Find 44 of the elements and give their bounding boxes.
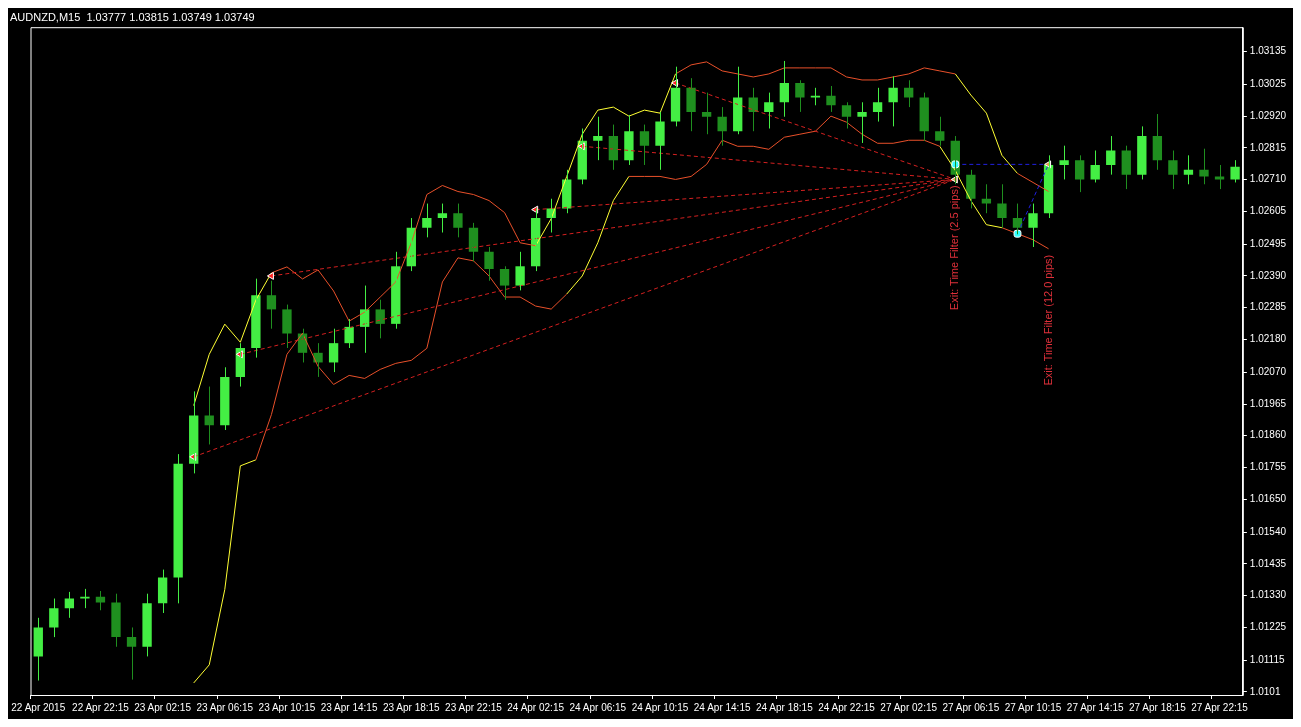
y-tick-label: 1.03025: [1249, 78, 1287, 90]
y-tick-label: 1.01115: [1249, 654, 1285, 666]
y-tick-label: 1.01435: [1249, 557, 1287, 569]
y-tick-label: 1.03135: [1249, 45, 1287, 57]
y-tick-label: 1.0101: [1249, 685, 1281, 697]
x-tick-label: 23 Apr 10:15: [258, 701, 316, 713]
x-tick-label: 24 Apr 02:15: [507, 701, 565, 713]
y-tick-label: 1.01650: [1249, 492, 1287, 504]
x-tick-label: 23 Apr 22:15: [445, 701, 503, 713]
x-tick-label: 23 Apr 02:15: [134, 701, 192, 713]
x-tick-label: 24 Apr 22:15: [818, 701, 876, 713]
y-tick-label: 1.01755: [1249, 461, 1287, 473]
y-tick-label: 1.01860: [1249, 429, 1287, 441]
x-tick-label: 24 Apr 10:15: [631, 701, 689, 713]
x-tick-label: 27 Apr 02:15: [880, 701, 938, 713]
x-tick-label: 27 Apr 10:15: [1004, 701, 1062, 713]
y-tick-label: 1.02070: [1249, 366, 1287, 378]
x-tick-label: 23 Apr 14:15: [320, 701, 378, 713]
x-tick-label: 27 Apr 22:15: [1191, 701, 1249, 713]
x-tick-label: 24 Apr 18:15: [755, 701, 814, 713]
x-tick-label: 27 Apr 18:15: [1129, 701, 1187, 713]
y-tick-label: 1.01225: [1249, 620, 1287, 632]
x-tick-label: 22 Apr 2015: [11, 701, 66, 713]
y-tick-label: 1.01965: [1249, 397, 1287, 409]
y-tick-label: 1.01330: [1249, 589, 1287, 601]
annotation: Exit: Time Filter (2.5 pips): [948, 185, 961, 311]
y-tick-label: 1.02180: [1249, 332, 1287, 344]
x-tick-label: 27 Apr 14:15: [1066, 701, 1124, 713]
x-tick-label: 23 Apr 06:15: [196, 701, 254, 713]
annotation: Exit: Time Filter (12.0 pips): [1041, 254, 1054, 386]
x-tick-label: 23 Apr 18:15: [382, 701, 441, 713]
x-tick-label: 24 Apr 14:15: [693, 701, 751, 713]
x-tick-label: 27 Apr 06:15: [942, 701, 1000, 713]
y-tick-label: 1.02710: [1249, 173, 1287, 185]
y-tick-label: 1.02390: [1249, 269, 1287, 281]
y-tick-label: 1.02285: [1249, 301, 1287, 313]
y-tick-label: 1.01540: [1249, 525, 1287, 537]
x-tick-label: 24 Apr 06:15: [569, 701, 627, 713]
y-tick-label: 1.02495: [1249, 238, 1287, 250]
chart-title: AUDNZD,M15 1.03777 1.03815 1.03749 1.03749: [10, 10, 255, 23]
y-tick-label: 1.02920: [1249, 109, 1287, 121]
y-tick-label: 1.02815: [1249, 141, 1287, 153]
x-tick-label: 22 Apr 22:15: [72, 701, 130, 713]
y-tick-label: 1.02605: [1249, 204, 1287, 216]
